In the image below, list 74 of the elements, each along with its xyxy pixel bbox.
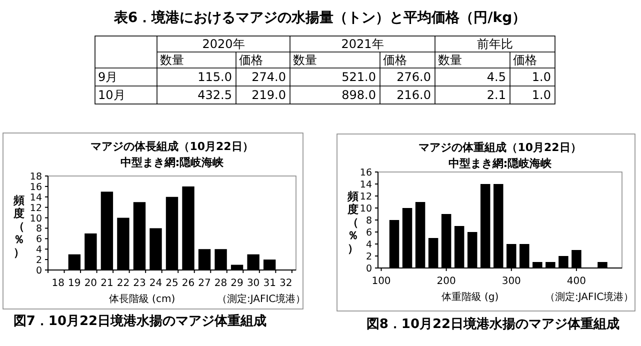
- x-tick-label: 24: [149, 278, 162, 289]
- y-tick-label: 16: [30, 182, 42, 193]
- y-axis-title: 頻度（％）: [346, 190, 358, 255]
- y-tick-label: 2: [366, 252, 372, 262]
- text: （測定:JAFIC境港）: [217, 293, 306, 305]
- text: 前年比: [477, 37, 513, 51]
- x-axis-title: 体長階級 (cm): [108, 293, 176, 305]
- text: 1.0: [532, 88, 551, 102]
- x-tick-label: 29: [230, 278, 244, 289]
- category-label: 価格: [239, 53, 263, 67]
- y-tick-label: 0: [366, 264, 372, 274]
- x-tick-label: 28: [214, 278, 228, 289]
- category-label: 9月: [98, 70, 118, 84]
- y-tick-label: 14: [30, 192, 42, 204]
- text: 表6．境港におけるマアジの水揚量（トン）と平均価格（円/kg）: [112, 9, 526, 26]
- category-label: 数量: [438, 53, 462, 67]
- text: 1.0: [532, 70, 551, 84]
- x-tick-label: 100: [372, 276, 391, 287]
- y-axis-title: 頻度（％）: [12, 194, 24, 259]
- y-tick-label: 18: [30, 172, 42, 182]
- x-tick-label: 26: [182, 278, 195, 289]
- y-tick-label: 12: [30, 202, 42, 214]
- chart-title: マアジの体長組成（10月22日）: [90, 140, 254, 153]
- x-tick-label: 32: [279, 278, 292, 289]
- text: 216.0: [396, 88, 431, 102]
- x-tick-label: 200: [436, 276, 456, 287]
- x-tick-label: 400: [566, 276, 586, 287]
- category-label: 価格: [513, 53, 537, 67]
- y-tick-label: 4: [36, 244, 42, 256]
- text: 219.0: [252, 88, 286, 102]
- x-tick-label: 23: [133, 278, 146, 289]
- text: 115.0: [198, 70, 232, 84]
- text: 274.0: [252, 70, 286, 84]
- text: 2021年: [341, 37, 384, 51]
- y-tick-label: 8: [366, 216, 372, 226]
- caption: 図7．10月22日境港水揚のマアジ体重組成: [13, 313, 267, 329]
- text: 2020年: [202, 37, 245, 51]
- x-tick-label: 30: [246, 278, 260, 289]
- chart-subtitle: 中型まき網:隠岐海峡: [448, 157, 553, 170]
- text: 4.5: [486, 70, 506, 84]
- y-tick-label: 10: [30, 213, 42, 224]
- x-tick-label: 18: [52, 278, 65, 289]
- y-tick-label: 4: [366, 240, 372, 250]
- text: 521.0: [342, 70, 376, 84]
- x-tick-label: 27: [198, 278, 211, 289]
- y-tick-label: 8: [36, 224, 42, 235]
- y-tick-label: 2: [36, 255, 42, 266]
- text: 2.1: [486, 88, 506, 102]
- x-axis-title: 体重階級 (g): [441, 291, 499, 303]
- x-tick-label: 300: [502, 276, 521, 287]
- text: 276.0: [396, 70, 431, 84]
- chart-subtitle: 中型まき網:隠岐海峡: [120, 156, 225, 169]
- y-tick-label: 12: [360, 192, 372, 202]
- text: 898.0: [342, 88, 376, 102]
- text: 432.5: [198, 88, 232, 102]
- y-tick-label: 16: [360, 168, 372, 178]
- y-tick-label: 6: [36, 234, 42, 246]
- chart-title: マアジの体重組成（10月22日）: [418, 141, 582, 154]
- x-tick-label: 25: [166, 278, 178, 289]
- x-tick-label: 20: [84, 278, 98, 289]
- y-tick-label: 14: [360, 180, 372, 190]
- y-tick-label: 10: [360, 204, 372, 214]
- x-tick-label: 21: [100, 278, 114, 289]
- category-label: 数量: [160, 53, 184, 67]
- x-tick-label: 19: [68, 278, 81, 289]
- category-label: 価格: [383, 53, 407, 67]
- caption: 図8．10月22日境港水揚のマアジ体重組成: [366, 316, 620, 332]
- text: （測定:JAFIC境港）: [545, 291, 634, 303]
- x-tick-label: 31: [263, 278, 276, 289]
- y-tick-label: 6: [366, 228, 372, 238]
- y-tick-label: 0: [36, 266, 42, 276]
- category-label: 数量: [293, 53, 317, 67]
- x-tick-label: 22: [116, 278, 130, 289]
- category-label: 10月: [98, 88, 126, 102]
